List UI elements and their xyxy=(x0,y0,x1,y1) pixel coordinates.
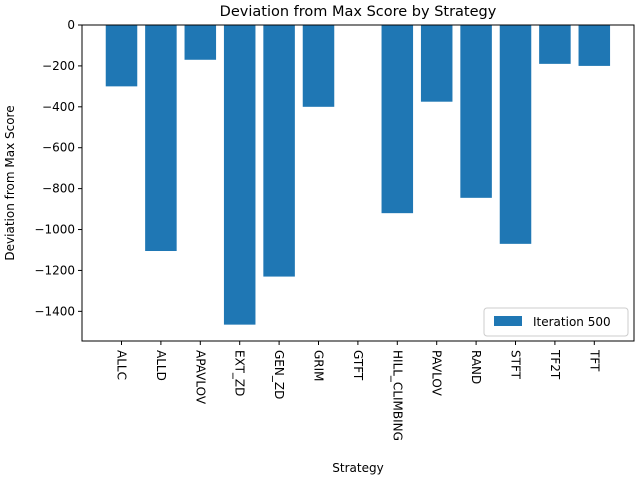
x-tick-label: STFT xyxy=(509,350,523,380)
x-tick-label: HILL_CLIMBING xyxy=(390,350,404,441)
legend-box xyxy=(483,307,629,337)
x-tick-label: GRIM xyxy=(312,350,326,382)
x-tick-label: RAND xyxy=(469,350,483,384)
x-tick-label: ALLD xyxy=(154,350,168,381)
bar-grim xyxy=(302,25,335,107)
bar-tft xyxy=(578,25,611,66)
bar-stft xyxy=(499,25,532,244)
y-tick-label: −1000 xyxy=(34,223,75,237)
y-tick-label: −1200 xyxy=(34,263,75,277)
y-tick-label: 0 xyxy=(67,18,75,32)
y-tick-label: −1400 xyxy=(34,304,75,318)
x-tick-label: APAVLOV xyxy=(193,350,207,405)
y-axis: 0 −200 −400 −600 −800 −1000 −1200 −1400 xyxy=(34,18,82,318)
y-tick-label: −600 xyxy=(42,141,75,155)
y-tick-label: −800 xyxy=(42,182,75,196)
bar-alld xyxy=(145,25,177,252)
x-axis-label: Strategy xyxy=(332,461,383,475)
x-tick-label: ALLC xyxy=(115,350,129,380)
x-tick-label: EXT_ZD xyxy=(233,350,247,396)
chart-title: Deviation from Max Score by Strategy xyxy=(220,4,497,20)
x-tick-label: TF2T xyxy=(548,349,562,380)
legend-swatch xyxy=(494,316,522,326)
bar-tf2t xyxy=(539,25,571,64)
bar-allc xyxy=(105,25,138,87)
y-tick-label: −200 xyxy=(42,59,75,73)
x-tick-label: GEN_ZD xyxy=(272,350,286,399)
bar-apavlov xyxy=(184,25,217,60)
bar-pavlov xyxy=(420,25,453,102)
y-tick-label: −400 xyxy=(42,100,75,114)
legend: Iteration 500 xyxy=(483,307,629,337)
bar-hill-climbing xyxy=(381,25,414,214)
plot-area xyxy=(81,24,635,342)
x-tick-label: TFT xyxy=(587,349,601,372)
y-axis-label: Deviation from Max Score xyxy=(3,105,17,260)
x-tick-label: PAVLOV xyxy=(430,350,444,397)
x-tick-label: GTFT xyxy=(351,350,365,381)
x-axis: ALLC ALLD APAVLOV EXT_ZD GEN_ZD GRIM GTFT HILL_… xyxy=(115,341,601,441)
bar-gen-zd xyxy=(263,25,295,277)
legend-label: Iteration 500 xyxy=(533,315,611,329)
bar-rand xyxy=(460,25,492,198)
bar-ext-zd xyxy=(223,25,256,325)
